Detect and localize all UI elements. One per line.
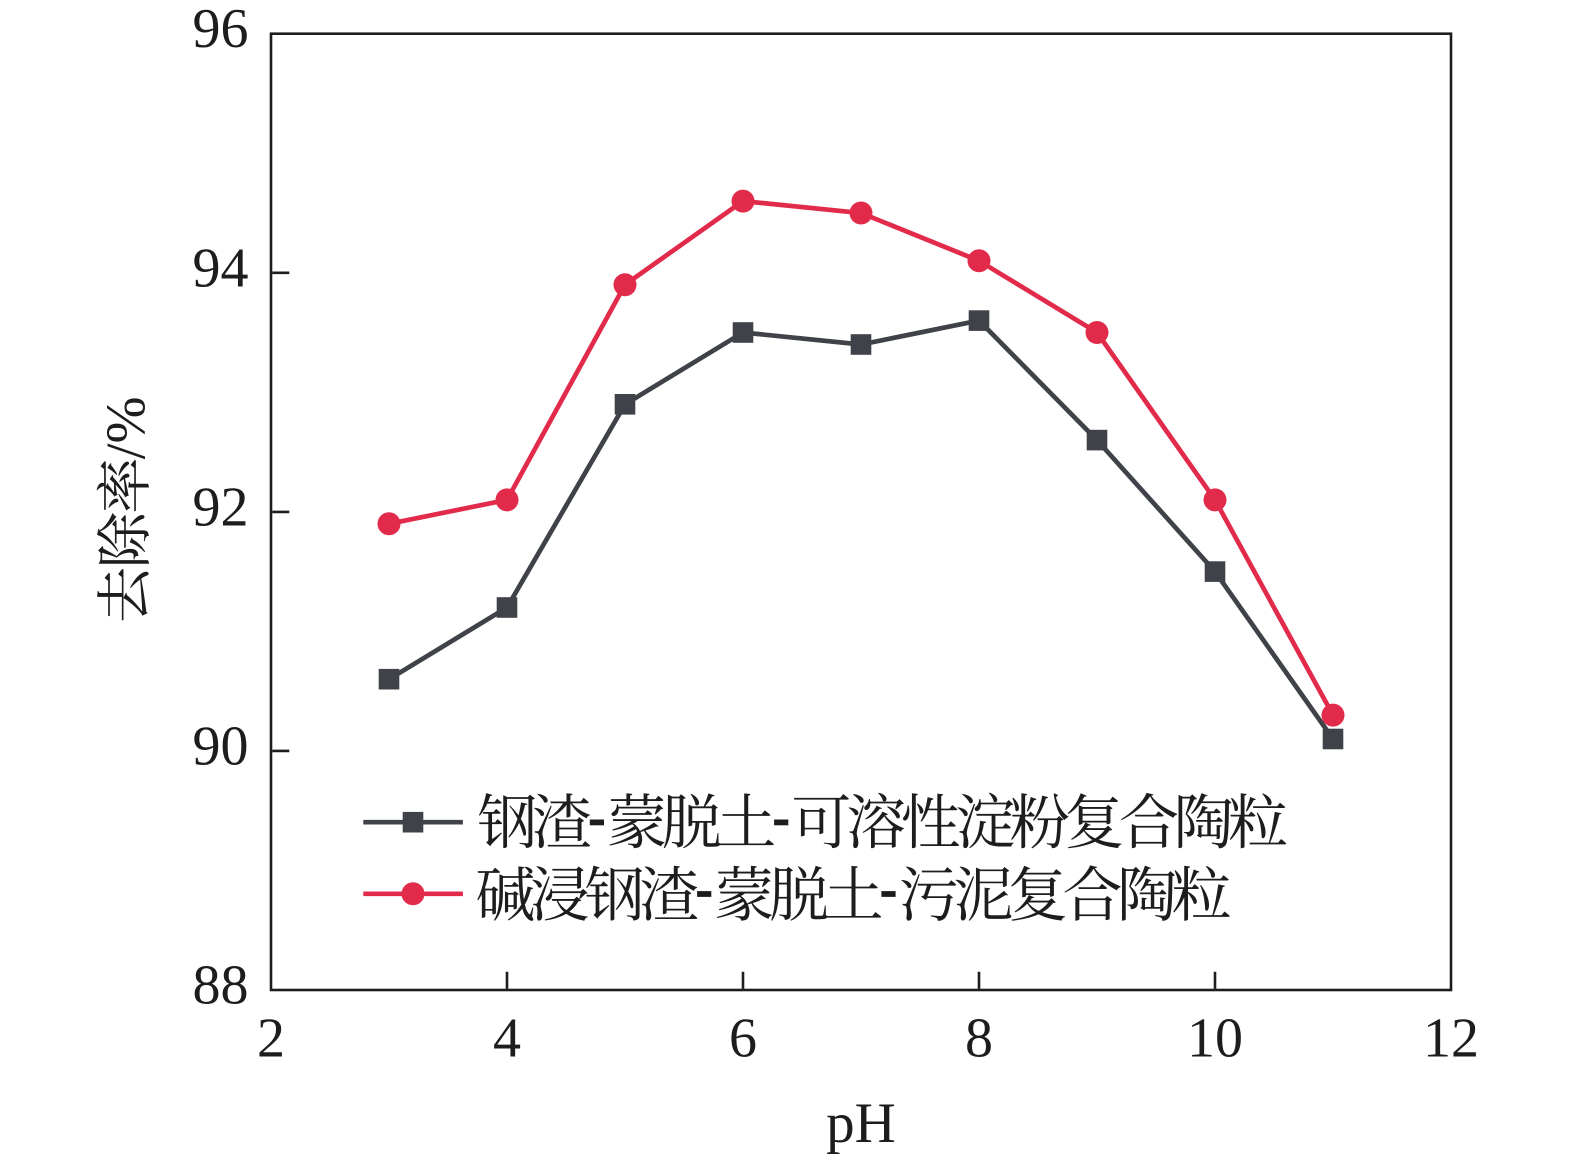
svg-text:90: 90: [193, 715, 249, 777]
svg-text:4: 4: [493, 1008, 521, 1070]
svg-text:12: 12: [1423, 1008, 1479, 1070]
svg-text:88: 88: [193, 955, 249, 1017]
svg-text:2: 2: [257, 1008, 285, 1070]
svg-text:6: 6: [729, 1008, 757, 1070]
svg-text:pH: pH: [826, 1092, 896, 1155]
svg-text:96: 96: [193, 0, 249, 60]
svg-text:94: 94: [193, 237, 249, 299]
svg-text:8: 8: [965, 1008, 993, 1070]
svg-text:10: 10: [1187, 1008, 1243, 1070]
svg-text:92: 92: [193, 476, 249, 538]
svg-text:/%: /%: [96, 396, 158, 459]
